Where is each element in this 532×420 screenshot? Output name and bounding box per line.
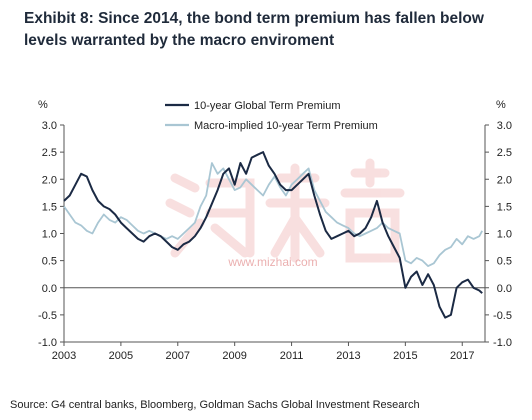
right-y-tick-label: 0.5 xyxy=(497,256,512,268)
right-y-tick-label: 2.5 xyxy=(497,147,512,159)
left-unit-label: % xyxy=(38,99,48,111)
legend-label-macro-implied: Macro-implied 10-year Term Premium xyxy=(194,120,378,132)
right-y-tick-label: 1.0 xyxy=(497,229,512,241)
x-tick-label: 2009 xyxy=(222,350,246,362)
left-y-tick-label: 0.0 xyxy=(42,283,57,295)
exhibit-title-line-2: levels warranted by the macro enviroment xyxy=(24,32,335,49)
left-y-tick-label: 2.5 xyxy=(42,147,57,159)
source-note: Source: G4 central banks, Bloomberg, Gol… xyxy=(10,399,420,411)
exhibit-title: Exhibit 8: Since 2014, the bond term pre… xyxy=(24,8,514,52)
left-y-tick-label: -0.5 xyxy=(38,310,57,322)
left-y-tick-label: 2.0 xyxy=(42,174,57,186)
left-y-tick-labels: -1.0 -0.5 0.0 0.5 1.0 1.5 2.0 2.5 3.0 xyxy=(38,120,64,349)
x-tick-label: 2005 xyxy=(109,350,133,362)
x-tick-label: 2017 xyxy=(450,350,474,362)
right-y-tick-label: 2.0 xyxy=(497,174,512,186)
right-y-tick-label: -0.5 xyxy=(493,310,512,322)
right-y-tick-label: -1.0 xyxy=(493,337,512,349)
legend: 10-year Global Term Premium Macro-implie… xyxy=(165,100,378,132)
x-tick-label: 2011 xyxy=(280,350,304,362)
x-tick-labels: 2003 2005 2007 2009 2011 2013 2015 2017 xyxy=(52,342,474,362)
x-tick-label: 2003 xyxy=(52,350,76,362)
x-tick-label: 2013 xyxy=(336,350,360,362)
left-y-tick-label: 1.5 xyxy=(42,201,57,213)
right-y-tick-label: 0.0 xyxy=(497,283,512,295)
right-y-tick-labels: -1.0 -0.5 0.0 0.5 1.0 1.5 2.0 2.5 3.0 xyxy=(485,120,512,349)
left-y-tick-label: 3.0 xyxy=(42,120,57,132)
right-y-tick-label: 3.0 xyxy=(497,120,512,132)
right-y-tick-label: 1.5 xyxy=(497,201,512,213)
left-y-tick-label: 1.0 xyxy=(42,229,57,241)
x-tick-label: 2015 xyxy=(393,350,417,362)
legend-label-global-term-premium: 10-year Global Term Premium xyxy=(194,100,341,112)
series-line-macro-implied xyxy=(63,162,483,267)
left-y-tick-label: -1.0 xyxy=(38,337,57,349)
series-line-global-term-premium xyxy=(63,151,483,319)
left-y-tick-label: 0.5 xyxy=(42,256,57,268)
x-tick-label: 2007 xyxy=(166,350,190,362)
series-lines xyxy=(63,151,483,319)
exhibit-title-line-1: Exhibit 8: Since 2014, the bond term pre… xyxy=(24,10,484,27)
right-unit-label: % xyxy=(496,99,506,111)
